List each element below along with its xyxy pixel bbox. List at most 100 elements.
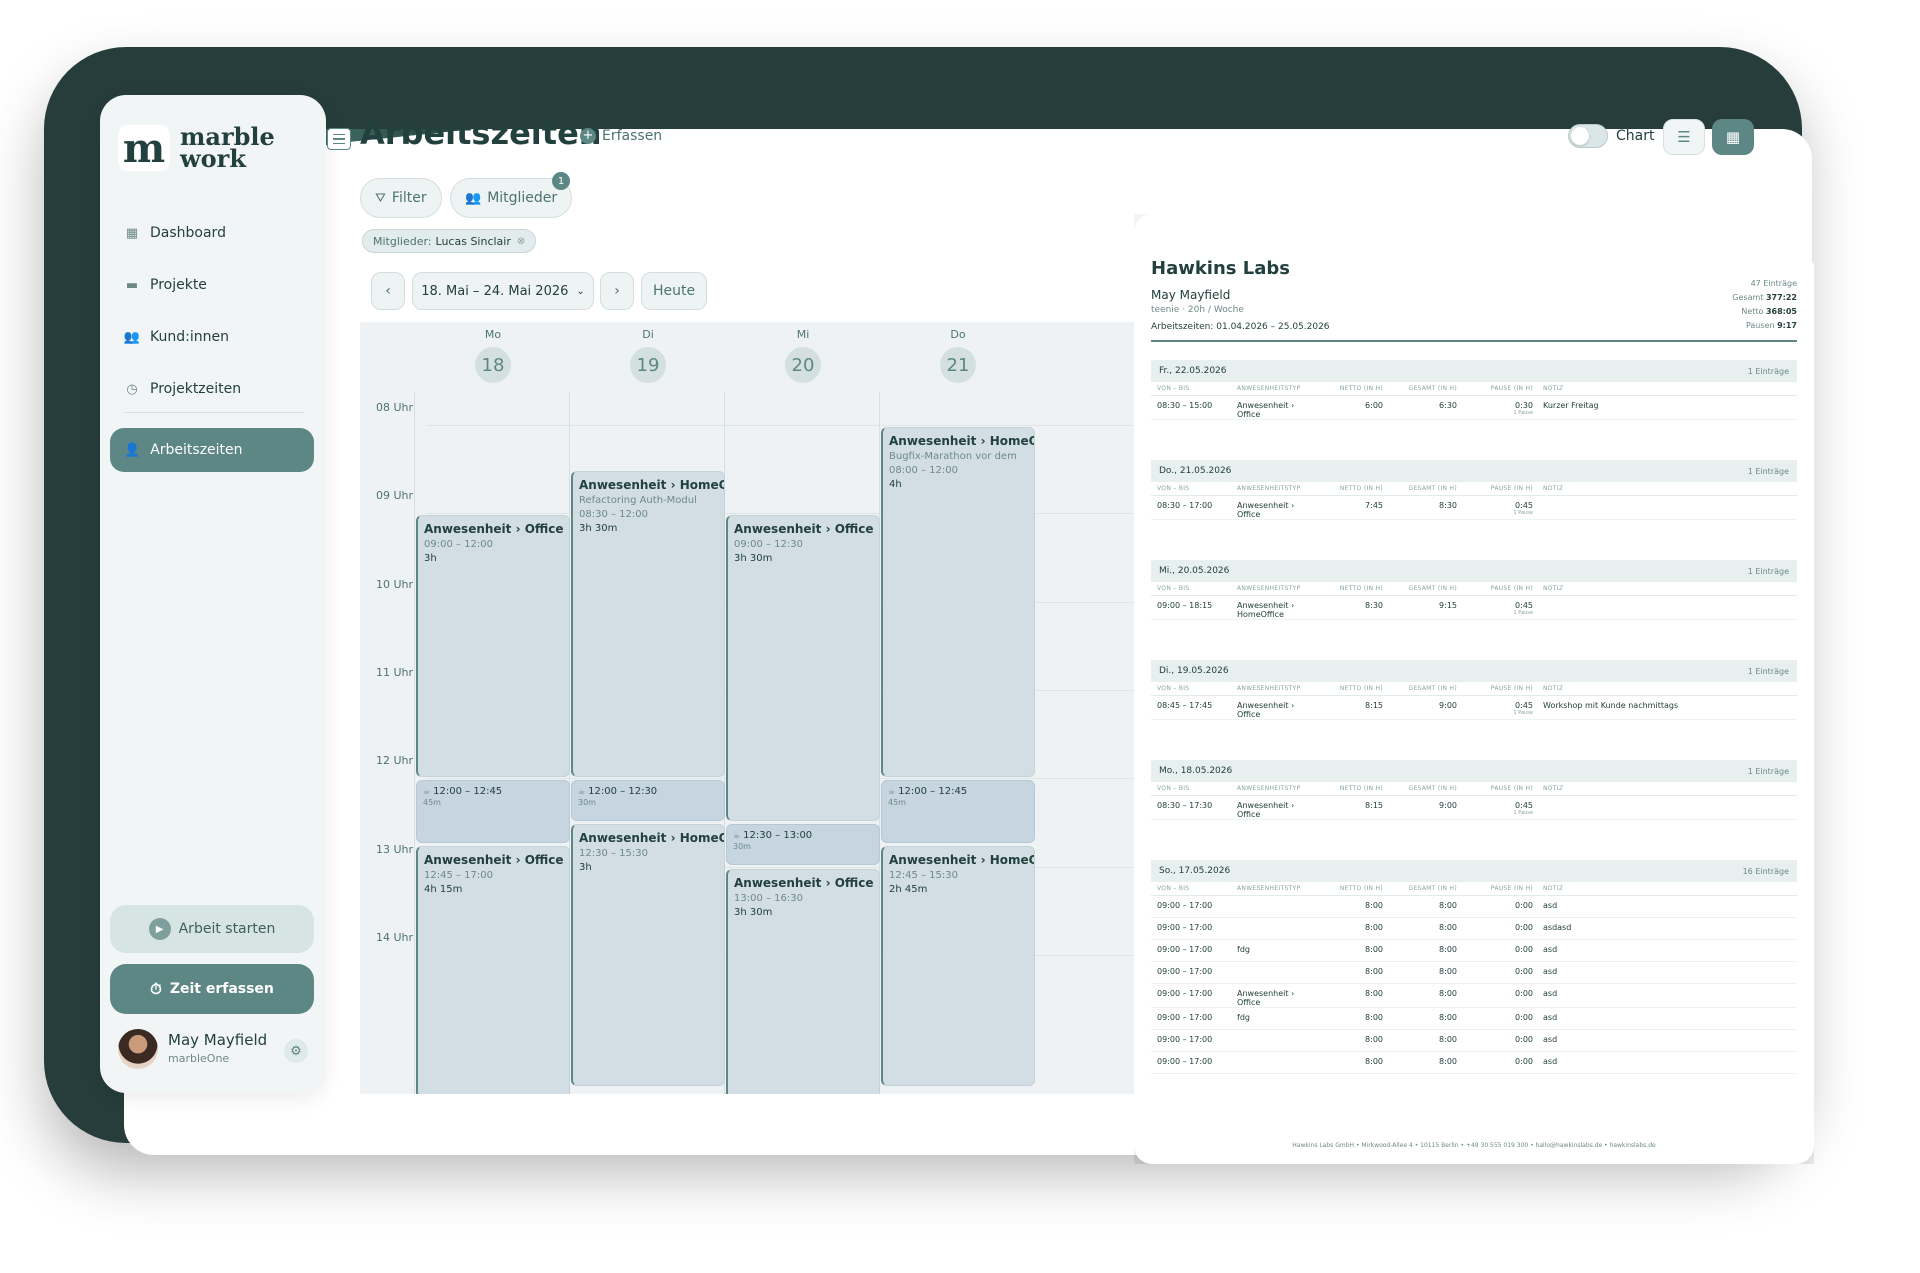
pdf-cell-netto: 6:00	[1365, 401, 1383, 410]
calendar-pause[interactable]: ☕ 12:00 – 12:45 45m	[416, 780, 570, 844]
log-time-button[interactable]: ⏱ Zeit erfassen	[110, 964, 314, 1014]
event-title: Anwesenheit › HomeOffice	[579, 478, 725, 493]
event-title: Anwesenheit › HomeOffice	[579, 831, 725, 846]
pdf-cell-type-line1: fdg	[1237, 1013, 1250, 1022]
event-duration: 4h 15m	[424, 884, 463, 896]
day-number[interactable]: 20	[785, 347, 821, 383]
pdf-cell-type-line2: Office	[1237, 710, 1261, 719]
event-duration: 4h	[889, 479, 902, 490]
pdf-cell-type-line2: Office	[1237, 410, 1261, 419]
date-range-select[interactable]: 18. Mai – 24. Mai 2026 ⌄	[412, 272, 594, 310]
pdf-cell-pause: 0:45 1 Pause	[1457, 701, 1533, 716]
logo[interactable]: m marble work	[118, 125, 275, 172]
calendar-pause[interactable]: ☕ 12:00 – 12:30 30m	[571, 780, 725, 822]
sidebar-item-projekte[interactable]: ▬ Projekte	[112, 259, 314, 311]
sidebar-nav: ▦ Dashboard ▬ Projekte 👥 Kund:innen ◷ Pr…	[112, 207, 314, 415]
calendar-event[interactable]: Anwesenheit › Office 09:00 – 12:30 3h 30m	[726, 515, 880, 822]
pdf-pausen: Pausen 9:17	[1732, 319, 1797, 333]
gear-icon[interactable]: ⚙	[284, 1039, 308, 1063]
close-icon[interactable]: ⊗	[516, 235, 526, 247]
pdf-cell-pause-value: 0:00	[1515, 989, 1533, 998]
day-header[interactable]: Di 19	[553, 328, 743, 383]
pdf-column-header: PAUSE (IN H)	[1490, 485, 1533, 492]
pdf-cell-range: 09:00 – 17:00	[1157, 901, 1213, 910]
sidebar-item-arbeitszeiten[interactable]: 👤 Arbeitszeiten	[110, 428, 314, 472]
calendar-pause[interactable]: ☕ 12:30 – 13:00 30m	[726, 824, 880, 866]
day-header[interactable]: Mo 18	[398, 328, 588, 383]
timer-icon: ◷	[126, 381, 138, 397]
calendar-event[interactable]: Anwesenheit › HomeOffice 12:45 – 15:30 2h …	[881, 846, 1035, 1087]
pdf-cell-gesamt: 8:00	[1439, 1057, 1457, 1066]
members-label: Mitglieder	[487, 190, 558, 206]
pdf-gesamt-value: 377:22	[1765, 293, 1797, 302]
sidebar-item-kundinnen[interactable]: 👥 Kund:innen	[112, 311, 314, 363]
pdf-section-date: Do., 21.05.2026	[1159, 466, 1232, 476]
menu-toggle-button[interactable]	[327, 128, 351, 150]
pdf-cell-pause-count: 1 Pause	[1513, 610, 1533, 616]
event-time: 12:30 – 15:30	[579, 848, 648, 860]
member-filter-tag[interactable]: Mitglieder: Lucas Sinclair ⊗	[362, 229, 537, 253]
calendar-event[interactable]: Anwesenheit › HomeOffice Refactoring Auth…	[571, 471, 725, 778]
day-header[interactable]: Do 21	[863, 328, 1053, 383]
user-profile[interactable]: May Mayfield marbleOne ⚙	[118, 1029, 308, 1073]
pdf-table-row: 08:30 – 17:30 Anwesenheit › Office 8:15 9:00…	[1151, 796, 1797, 820]
pdf-cell-type-line1: Anwesenheit ›	[1237, 501, 1295, 510]
sidebar-item-dashboard[interactable]: ▦ Dashboard	[112, 207, 314, 259]
calendar-event[interactable]: Anwesenheit › Office 13:00 – 16:30 3h 30m	[726, 868, 880, 1094]
pdf-column-header: VON – BIS	[1157, 685, 1190, 692]
pdf-column-header: VON – BIS	[1157, 885, 1190, 892]
calendar-view-button[interactable]: ▦	[1712, 119, 1754, 155]
pdf-period: Arbeitszeiten: 01.04.2026 – 25.05.2026	[1151, 322, 1330, 332]
pause-time: ☕ 12:00 – 12:30	[578, 786, 718, 797]
sidebar-item-label: Projektzeiten	[150, 381, 242, 397]
hour-gridline	[426, 513, 1140, 515]
user-org: marbleOne	[168, 1052, 230, 1065]
pdf-table-row: 08:30 – 17:00 Anwesenheit › Office 7:45 8:30…	[1151, 496, 1797, 520]
pdf-cell-netto: 8:30	[1365, 601, 1383, 610]
pdf-cell-netto: 8:00	[1365, 1057, 1383, 1066]
pdf-column-header: GESAMT (IN H)	[1408, 585, 1457, 592]
event-title: Anwesenheit › HomeOffice	[889, 853, 1035, 868]
start-work-button[interactable]: ▶ Arbeit starten	[110, 905, 314, 953]
hour-label: 09 Uhr	[376, 489, 414, 503]
day-header[interactable]: Mi 20	[708, 328, 898, 383]
pause-time-text: 12:00 – 12:45	[898, 786, 968, 798]
pdf-cell-netto: 8:00	[1365, 989, 1383, 998]
erfassen-button[interactable]: + Erfassen	[580, 128, 662, 144]
event-title: Anwesenheit › Office	[734, 522, 874, 537]
calendar-event[interactable]: Anwesenheit › Office 12:45 – 17:00 4h 15m	[416, 846, 570, 1094]
day-name: Mi	[796, 328, 810, 341]
pdf-netto: Netto 368:05	[1732, 305, 1797, 319]
list-view-button[interactable]: ☰	[1663, 119, 1705, 155]
pdf-column-header: GESAMT (IN H)	[1408, 885, 1457, 892]
sidebar-divider	[124, 412, 304, 413]
pdf-column-header: GESAMT (IN H)	[1408, 485, 1457, 492]
pdf-cell-gesamt: 8:00	[1439, 1013, 1457, 1022]
pdf-cell-range: 09:00 – 17:00	[1157, 1057, 1213, 1066]
next-week-button[interactable]: ›	[600, 272, 634, 310]
day-number[interactable]: 21	[940, 347, 976, 383]
calendar-event[interactable]: Anwesenheit › HomeOffice Bugfix-Marathon …	[881, 427, 1035, 778]
sidebar-item-projektzeiten[interactable]: ◷ Projektzeiten	[112, 363, 314, 415]
calendar-event[interactable]: Anwesenheit › Office 09:00 – 12:00 3h	[416, 515, 570, 778]
calendar-event[interactable]: Anwesenheit › HomeOffice 12:30 – 15:30 3h	[571, 824, 725, 1087]
chart-label: Chart	[1616, 128, 1655, 144]
today-button[interactable]: Heute	[641, 272, 707, 310]
page-title: Arbeitszeiten	[360, 114, 602, 152]
pdf-cell-range: 09:00 – 17:00	[1157, 1013, 1213, 1022]
previous-week-button[interactable]: ‹	[371, 272, 405, 310]
pdf-cell-netto: 8:15	[1365, 801, 1383, 810]
day-number[interactable]: 18	[475, 347, 511, 383]
chart-toggle[interactable]: Chart	[1568, 124, 1654, 148]
pdf-section-header: Mi., 20.05.2026 1 Einträge	[1151, 560, 1797, 582]
pdf-table-row: 08:45 – 17:45 Anwesenheit › Office 8:15 9:00…	[1151, 696, 1797, 720]
pdf-cell-pause: 0:00	[1457, 901, 1533, 910]
calendar-pause[interactable]: ☕ 12:00 – 12:45 45m	[881, 780, 1035, 844]
pdf-column-header: ANWESENHEITSTYP	[1237, 485, 1301, 492]
users-icon: 👥	[123, 329, 141, 345]
pdf-gesamt: Gesamt 377:22	[1732, 291, 1797, 305]
members-button[interactable]: 👥 Mitglieder	[450, 178, 573, 218]
filter-button[interactable]: ⛛ Filter	[360, 178, 442, 218]
day-number[interactable]: 19	[630, 347, 666, 383]
toggle-switch[interactable]	[1568, 124, 1608, 148]
